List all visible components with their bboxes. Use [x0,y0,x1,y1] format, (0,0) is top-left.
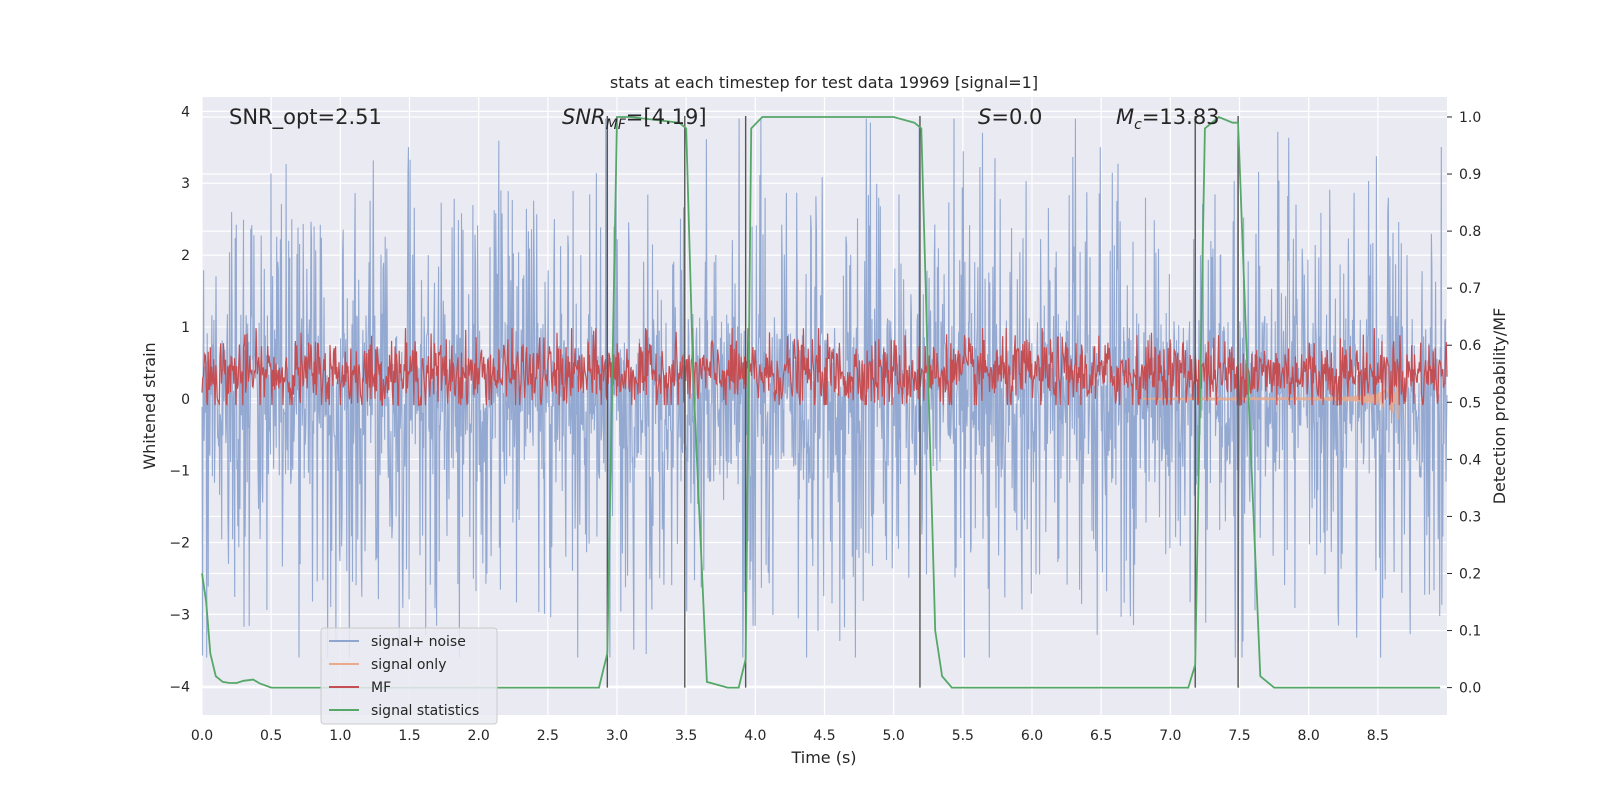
signal-statistics-line [201,115,1441,689]
y2-tick-label-1: 0.9 [1459,167,1481,183]
y2-tick-label-6: 0.4 [1459,452,1481,468]
annotation-mc-main: M [1116,105,1134,129]
y-tick-label-1: 3 [181,176,190,192]
signal-statistics-series [201,115,1441,689]
legend-label-mf: MF [371,680,391,696]
legend-label-signal-only: signal only [371,657,446,673]
legend-label-signal-statistics: signal statistics [371,703,479,719]
x-tick-label-10: 5.0 [883,728,905,744]
y2-tick-label-5: 0.5 [1459,395,1481,411]
y-axis-label: Whitened strain [140,342,159,469]
x-tick-label-12: 6.0 [1021,728,1043,744]
y2-tick-label-3: 0.7 [1459,281,1481,297]
x-tick-label-6: 3.0 [606,728,628,744]
legend: signal+ noise signal only MF signal stat… [320,627,498,725]
y-tick-label-4: 0 [181,392,190,408]
signal-only-series [1142,374,1399,420]
mf-line [201,328,1448,406]
y2-tick-label-4: 0.6 [1459,338,1481,354]
mf-series [201,328,1448,406]
x-axis-ticks: 0.0 0.5 1.0 1.5 2.0 2.5 3.0 3.5 4.0 4.5 5.0 5.5 6.0 6… [191,728,1389,744]
annotation-s-main: S [978,105,991,129]
y-tick-label-8: −4 [169,679,190,695]
x-tick-label-9: 4.5 [813,728,835,744]
y2-axis-label: Detection probability/MF [1490,308,1509,505]
annotation-mc-value: =13.83 [1142,105,1220,129]
annotation-snr-opt: SNR_opt=2.51 [229,105,382,130]
y-tick-label-6: −2 [169,536,190,552]
x-tick-label-11: 5.5 [952,728,974,744]
annotation-mc: Mc=13.83 [1116,105,1220,133]
x-tick-label-0: 0.0 [191,728,213,744]
y-tick-label-0: 4 [181,104,190,120]
y2-tick-label-8: 0.2 [1459,566,1481,582]
y2-tick-label-9: 0.1 [1459,624,1481,640]
x-tick-label-5: 2.5 [537,728,559,744]
y-tick-label-3: 1 [181,320,190,336]
y2-axis-ticks: 1.0 0.9 0.8 0.7 0.6 0.5 0.4 0.3 0.2 0.1 0.0 [1447,110,1481,697]
annotation-snr-mf: SNRMF=[4.19] [562,105,707,133]
x-tick-label-17: 8.5 [1367,728,1389,744]
annotation-s-value: =0.0 [991,105,1042,129]
chart-title: stats at each timestep for test data 199… [610,73,1038,92]
y2-tick-label-2: 0.8 [1459,224,1481,240]
annotation-s: S=0.0 [978,105,1042,129]
annotation-snr-mf-value: =[4.19] [626,105,707,129]
x-tick-label-7: 3.5 [675,728,697,744]
signal-only-line [1142,374,1399,420]
x-tick-label-13: 6.5 [1090,728,1112,744]
y2-tick-label-0: 1.0 [1459,110,1481,126]
legend-box [320,627,498,725]
annotation-mc-sub: c [1134,117,1142,133]
x-tick-label-16: 8.0 [1298,728,1320,744]
annotation-snr-mf-sub: MF [606,117,627,133]
y-tick-label-2: 2 [181,248,190,264]
y-tick-label-7: −3 [169,607,190,623]
y2-tick-label-10: 0.0 [1459,681,1481,697]
y-tick-label-5: −1 [169,464,190,480]
x-tick-label-2: 1.0 [329,728,351,744]
x-tick-label-15: 7.5 [1228,728,1250,744]
annotation-snr-mf-main: SNR [562,105,606,129]
x-tick-label-3: 1.5 [398,728,420,744]
y-axis-ticks: 4 3 2 1 0 −1 −2 −3 −4 [169,104,190,695]
x-tick-label-4: 2.0 [468,728,490,744]
x-tick-label-1: 0.5 [260,728,282,744]
x-tick-label-8: 4.0 [744,728,766,744]
y2-tick-label-7: 0.3 [1459,509,1481,525]
x-axis-label: Time (s) [790,748,856,767]
x-tick-label-14: 7.0 [1159,728,1181,744]
legend-label-signal-noise: signal+ noise [371,634,466,650]
